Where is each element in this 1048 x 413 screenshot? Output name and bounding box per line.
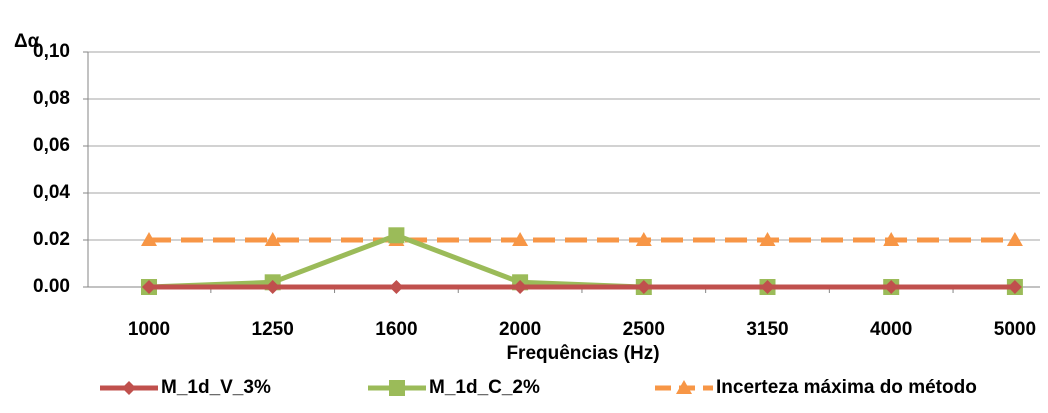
marker <box>759 232 776 246</box>
marker <box>388 227 405 244</box>
marker <box>122 381 136 395</box>
marker <box>142 280 156 294</box>
x-tick-label: 2500 <box>623 319 665 340</box>
x-tick-label: 1600 <box>375 319 417 340</box>
y-axis-title: Δα <box>14 31 40 52</box>
x-axis-title: Frequências (Hz) <box>506 343 659 364</box>
x-tick-label: 1000 <box>128 319 170 340</box>
x-tick-label: 1250 <box>252 319 294 340</box>
marker <box>1006 232 1023 246</box>
marker <box>389 280 404 294</box>
legend-label: M_1d_V_3% <box>161 377 271 398</box>
marker <box>265 280 280 294</box>
marker <box>513 280 528 294</box>
marker <box>883 232 900 246</box>
legend-label: Incerteza máxima do método <box>716 377 977 398</box>
marker <box>141 232 157 246</box>
marker <box>884 280 899 294</box>
x-tick-label: 4000 <box>870 319 912 340</box>
y-tick-label: 0,04 <box>33 182 70 203</box>
marker <box>635 232 652 246</box>
y-tick-label: 0,10 <box>33 41 70 62</box>
legend-label: M_1d_C_2% <box>429 377 540 398</box>
marker <box>512 232 529 246</box>
x-tick-label: 2000 <box>499 319 541 340</box>
marker <box>676 380 692 394</box>
x-tick-label: 5000 <box>994 319 1036 340</box>
marker <box>760 280 775 294</box>
y-tick-label: 0.00 <box>33 276 70 297</box>
marker <box>389 380 405 396</box>
y-tick-label: 0,08 <box>33 88 70 109</box>
x-tick-label: 3150 <box>746 319 788 340</box>
y-tick-label: 0,06 <box>33 135 70 156</box>
y-tick-label: 0.02 <box>33 229 70 250</box>
marker <box>1007 280 1022 294</box>
marker <box>636 280 651 294</box>
marker <box>264 232 281 246</box>
